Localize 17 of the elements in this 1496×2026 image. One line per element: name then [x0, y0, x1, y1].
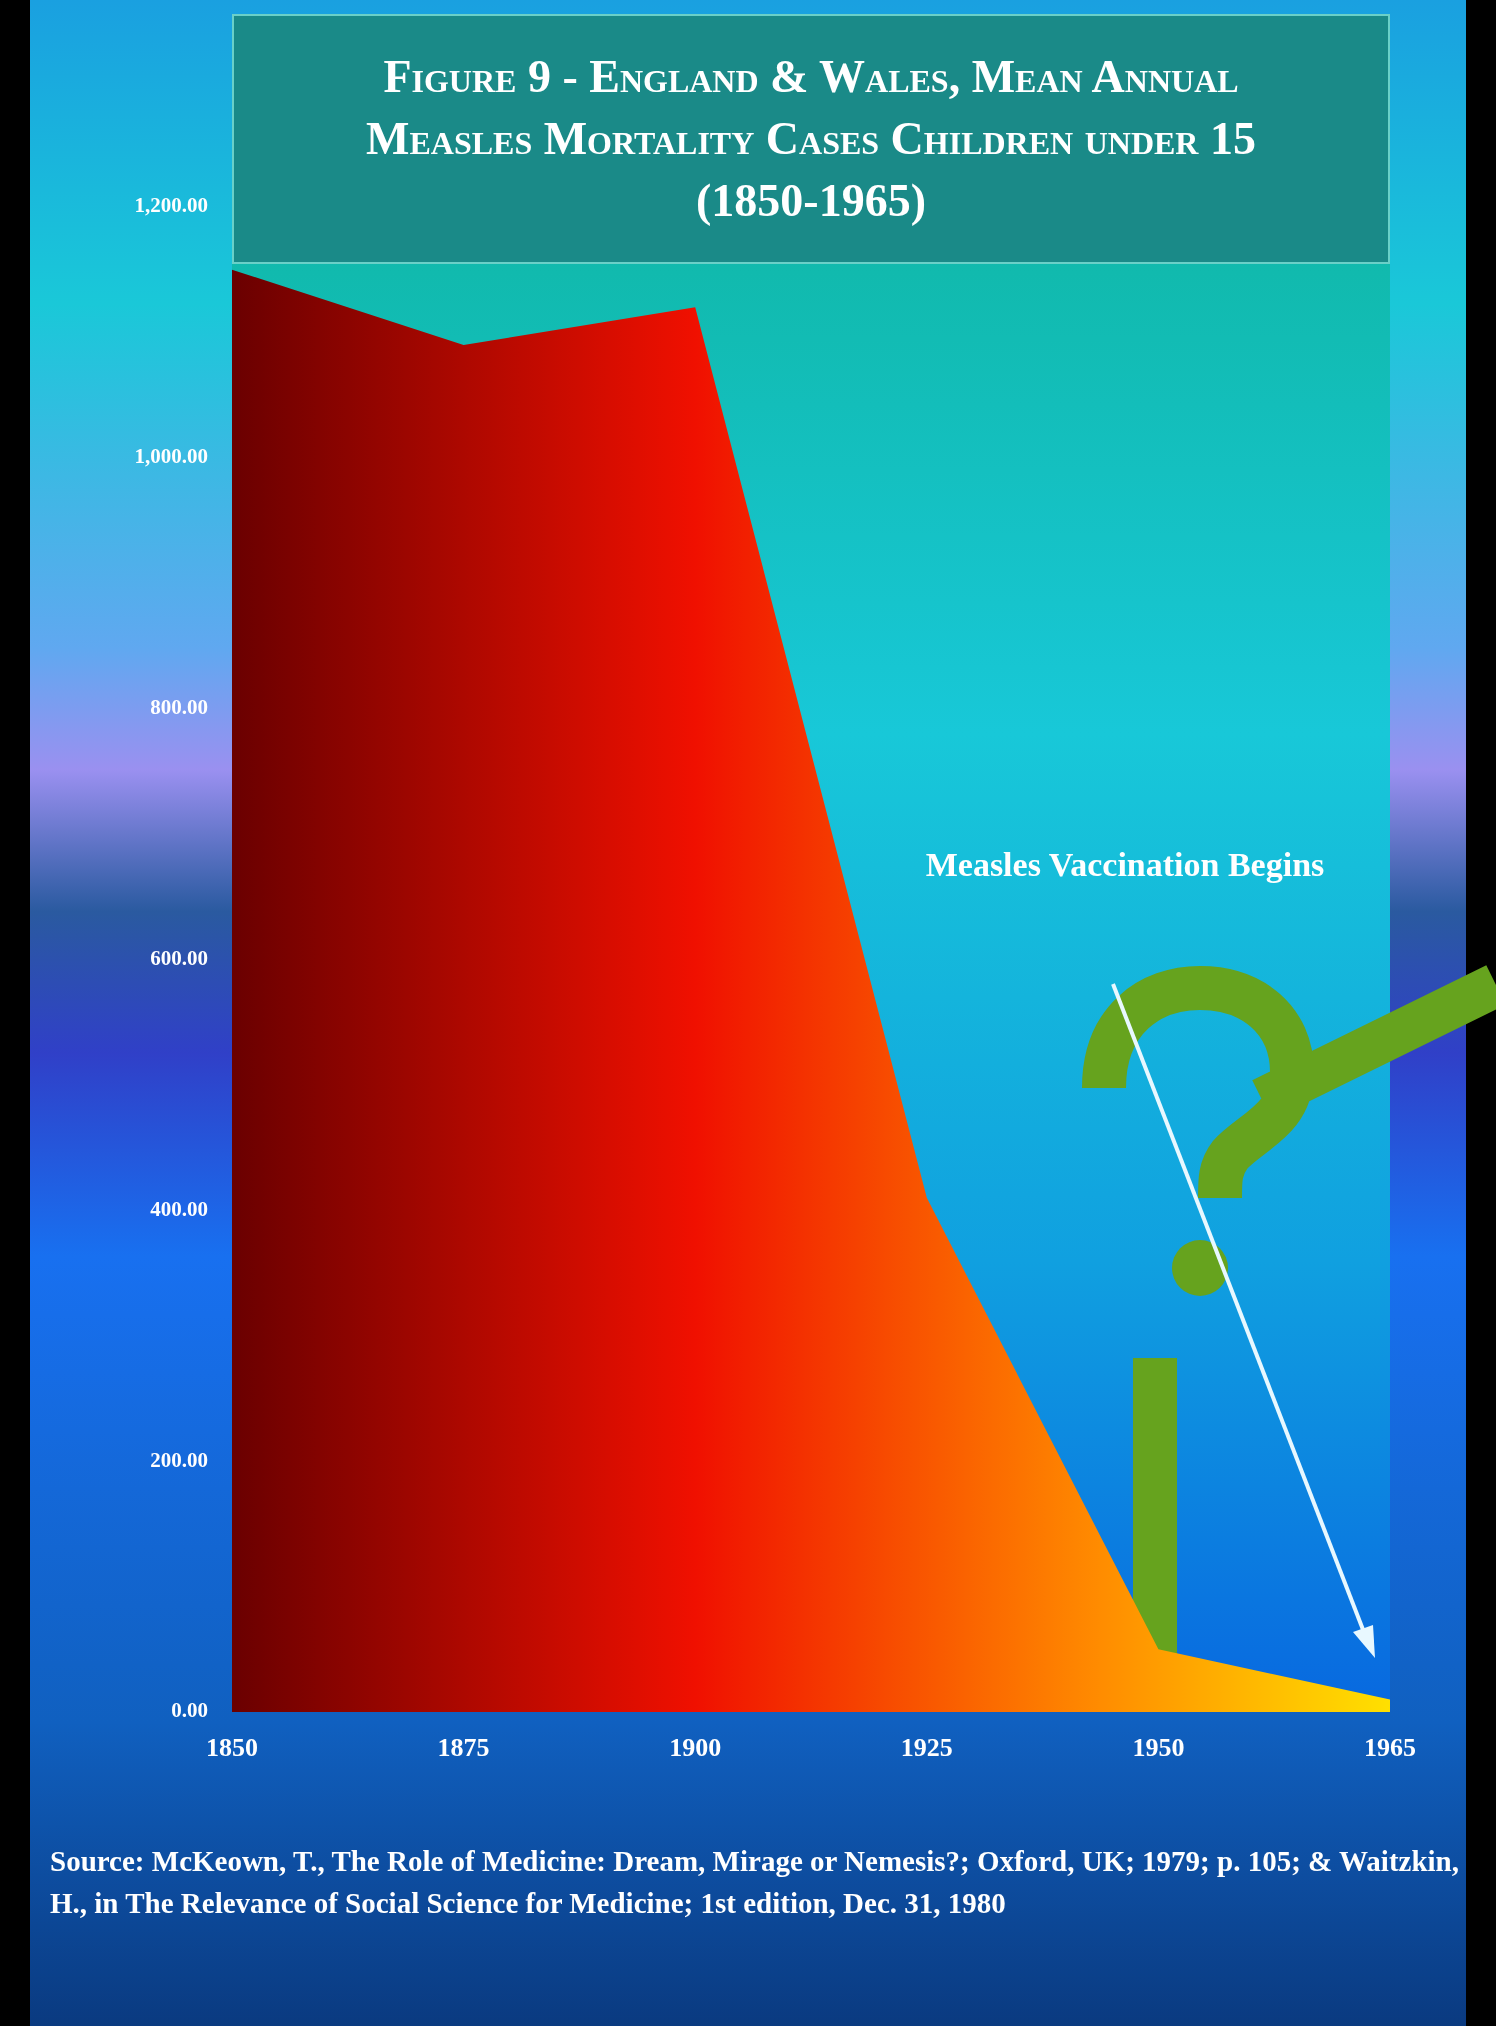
annotation: Measles Vaccination Begins	[924, 845, 1326, 885]
y-tick-label: 1,200.00	[134, 193, 208, 218]
x-tick-label: 1900	[669, 1733, 722, 1763]
y-tick-label: 800.00	[150, 695, 208, 720]
x-tick-label: 1875	[437, 1733, 490, 1763]
x-tick-label: 1925	[900, 1733, 953, 1763]
y-tick-label: 400.00	[150, 1196, 208, 1221]
title-panel: Figure 9 - England & Wales, Mean Annual Measles Mortality Cases Children under 15 (1850-1965)	[232, 14, 1390, 264]
y-tick-label: 1,000.00	[134, 444, 208, 469]
chart-title: Figure 9 - England & Wales, Mean Annual Measles Mortality Cases Children under 15 (1850-1965)	[365, 50, 1257, 228]
source-note: Source: McKeown, T., The Role of Medicine: Dream, Mirage or Nemesis?; Oxford, UK; 1979; p. 105; & Waitzkin, H., in The Relevance of Social Science for Medicine; 1st edition, Dec. 31, 1980	[50, 1844, 1460, 1921]
y-tick-label: 200.00	[150, 1447, 208, 1472]
x-tick-label: 1965	[1364, 1733, 1416, 1763]
y-tick-label: 0.00	[171, 1698, 208, 1723]
x-tick-label: 1850	[206, 1733, 258, 1763]
y-tick-label: 600.00	[150, 945, 208, 970]
x-tick-label: 1950	[1132, 1733, 1185, 1763]
